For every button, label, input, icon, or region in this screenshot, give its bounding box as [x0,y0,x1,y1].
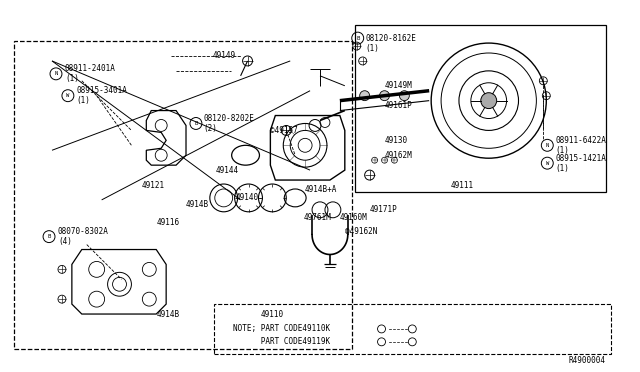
Text: (1): (1) [556,146,569,155]
Text: 08120-8202E: 08120-8202E [204,114,255,123]
Text: 49171P: 49171P [370,205,397,214]
Text: 49111: 49111 [451,180,474,189]
Text: 49121: 49121 [141,180,164,189]
Bar [214,304,611,354]
Text: (1): (1) [556,164,569,173]
Text: NOTE; PART CODE49110K: NOTE; PART CODE49110K [233,324,330,333]
Text: N: N [54,71,58,76]
Text: 4914B+A: 4914B+A [305,186,337,195]
Circle shape [360,91,370,101]
Text: 08120-8162E: 08120-8162E [365,33,417,43]
Text: R4900004: R4900004 [568,356,605,365]
Text: (1): (1) [365,44,380,52]
Circle shape [481,93,497,109]
Text: 08070-8302A: 08070-8302A [58,227,109,236]
Text: N: N [546,143,549,148]
Text: 49162M: 49162M [385,151,412,160]
Text: 08911-6422A: 08911-6422A [556,136,606,145]
Text: 4914B: 4914B [186,201,209,209]
Text: 49110: 49110 [260,310,284,318]
Text: 49130: 49130 [385,136,408,145]
Text: W: W [546,161,549,166]
Text: 49761M: 49761M [304,213,332,222]
Bar [14,41,352,349]
Text: 08915-3401A: 08915-3401A [77,86,128,95]
Text: 49140: 49140 [236,193,259,202]
Text: PART CODE49119K: PART CODE49119K [233,337,330,346]
Text: 49144: 49144 [216,166,239,174]
Text: 49116: 49116 [156,218,179,227]
Text: ©49162N: ©49162N [345,227,377,236]
Text: 08911-2401A: 08911-2401A [65,64,116,73]
Text: (1): (1) [77,96,91,105]
Text: 49160M: 49160M [340,213,367,222]
Text: 4914B: 4914B [156,310,179,318]
Text: W: W [67,93,70,98]
Text: 49149: 49149 [213,51,236,61]
Text: B: B [195,121,198,126]
Text: B: B [356,36,359,41]
Text: (1): (1) [65,74,79,83]
Text: 49149M: 49149M [385,81,412,90]
Text: (2): (2) [204,124,218,133]
Text: (4): (4) [58,237,72,246]
Circle shape [380,91,390,101]
Text: B: B [47,234,51,239]
Text: ©49157: ©49157 [270,126,298,135]
Text: 49161P: 49161P [385,101,412,110]
Bar [355,25,606,192]
Circle shape [399,91,410,101]
Text: 08915-1421A: 08915-1421A [556,154,606,163]
